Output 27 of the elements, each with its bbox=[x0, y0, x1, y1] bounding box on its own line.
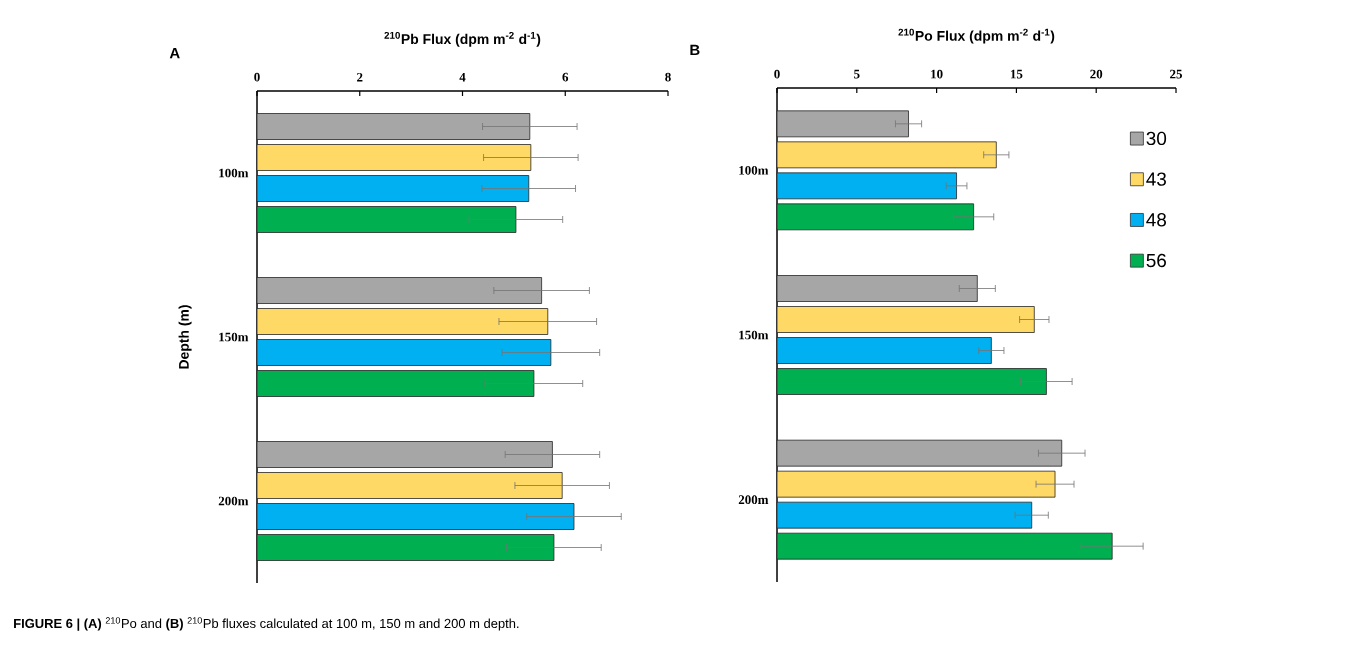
x-tick-label: 8 bbox=[665, 72, 671, 82]
x-tick-label: 6 bbox=[562, 72, 569, 82]
x-tick-label: 4 bbox=[459, 72, 466, 82]
legend-label: 43 bbox=[1146, 172, 1166, 186]
x-tick-label: 5 bbox=[854, 69, 860, 79]
y-tick-label: 100m bbox=[739, 165, 769, 175]
y-tick-label: 150m bbox=[219, 332, 249, 342]
x-axis-title: $^{210}$Po Flux (dpm m$^{-2}$ d$^{-1}$) bbox=[898, 28, 1055, 44]
x-tick-label: 25 bbox=[1170, 69, 1183, 79]
legend-label: 48 bbox=[1146, 213, 1167, 227]
y-tick-label: 200m bbox=[738, 495, 769, 505]
legend-label: 56 bbox=[1146, 253, 1166, 268]
y-axis-title: Depth (m) bbox=[178, 305, 192, 369]
x-tick-label: 0 bbox=[774, 69, 780, 79]
y-tick-label: 200m bbox=[218, 496, 249, 506]
text: FIGURE 6 | (A) $^{210}$Po and (B) $^{210}$Pb fluxes calculated at 100 m, 150 m and 200 m depth. bbox=[14, 617, 519, 631]
legend-label: 30 bbox=[1146, 131, 1167, 146]
chart-title: A bbox=[169, 47, 180, 59]
y-tick-label: 100m bbox=[219, 168, 249, 178]
x-tick-label: 0 bbox=[254, 72, 260, 82]
x-tick-label: 20 bbox=[1090, 69, 1103, 79]
x-tick-label: 10 bbox=[931, 69, 943, 79]
chart-title: B bbox=[690, 44, 700, 56]
y-tick-label: 150m bbox=[739, 330, 769, 340]
x-tick-label: 2 bbox=[357, 72, 363, 82]
x-tick-label: 15 bbox=[1010, 69, 1023, 79]
x-axis-title: $^{210}$Pb Flux (dpm m$^{-2}$ d$^{-1}$) bbox=[384, 31, 541, 47]
